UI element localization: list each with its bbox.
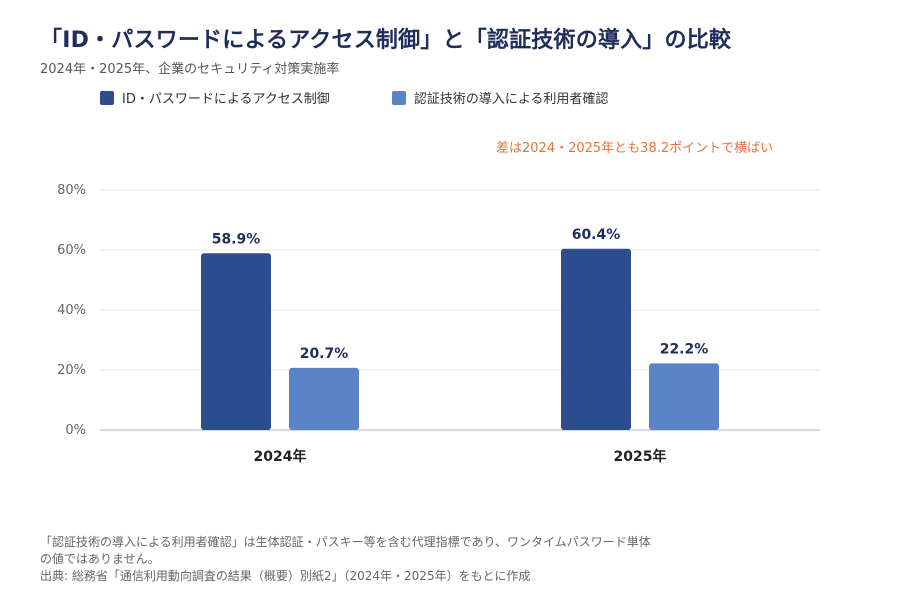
x-tick-label: 2025年 [614,448,667,465]
footnote-source: 出典: 総務省「通信利用動向調査の結果（概要）別紙2」（2024年・2025年）… [40,569,531,583]
legend-label-id-password: ID・パスワードによるアクセス制御 [122,92,330,107]
footnote-note: 「認証技術の導入による利用者確認」は生体認証・パスキー等を含む代理指標であり、ワ… [40,535,651,566]
legend: ID・パスワードによるアクセス制御 認証技術の導入による利用者確認 [100,88,670,107]
chart-annotation: 差は2024・2025年とも38.2ポイントで横ばい [496,141,774,156]
legend-label-authentication: 認証技術の導入による利用者確認 [413,92,609,107]
legend-item-authentication: 認証技術の導入による利用者確認 [391,88,609,107]
legend-item-id-password: ID・パスワードによるアクセス制御 [100,88,330,107]
bar [561,248,631,430]
bar-value-label: 22.2% [660,341,709,357]
chart-title: 「ID・パスワードによるアクセス制御」と「認証技術の導入」の比較 [40,28,732,53]
bar [289,367,359,430]
legend-swatch-authentication [391,90,406,105]
y-tick-label: 0% [65,423,86,438]
y-tick-label: 40% [57,303,86,318]
bar-value-label: 60.4% [572,227,621,243]
footnote: 「認証技術の導入による利用者確認」は生体認証・パスキー等を含む代理指標であり、ワ… [40,534,660,585]
y-tick-label: 60% [57,243,86,258]
bar [649,363,719,430]
y-tick-label: 20% [57,363,86,378]
bar-value-label: 20.7% [300,346,349,362]
label-layer: 58.9% 20.7% 2024年 60.4% 22.2% 2025年 [212,227,709,465]
chart-subtitle: 2024年・2025年、企業のセキュリティ対策実施率 [40,62,340,77]
bar [201,253,271,430]
legend-swatch-id-password [100,90,114,105]
bar-layer [201,248,719,430]
y-tick-label: 80% [57,183,86,198]
bar-value-label: 58.9% [212,231,261,247]
x-tick-label: 2024年 [254,448,307,465]
